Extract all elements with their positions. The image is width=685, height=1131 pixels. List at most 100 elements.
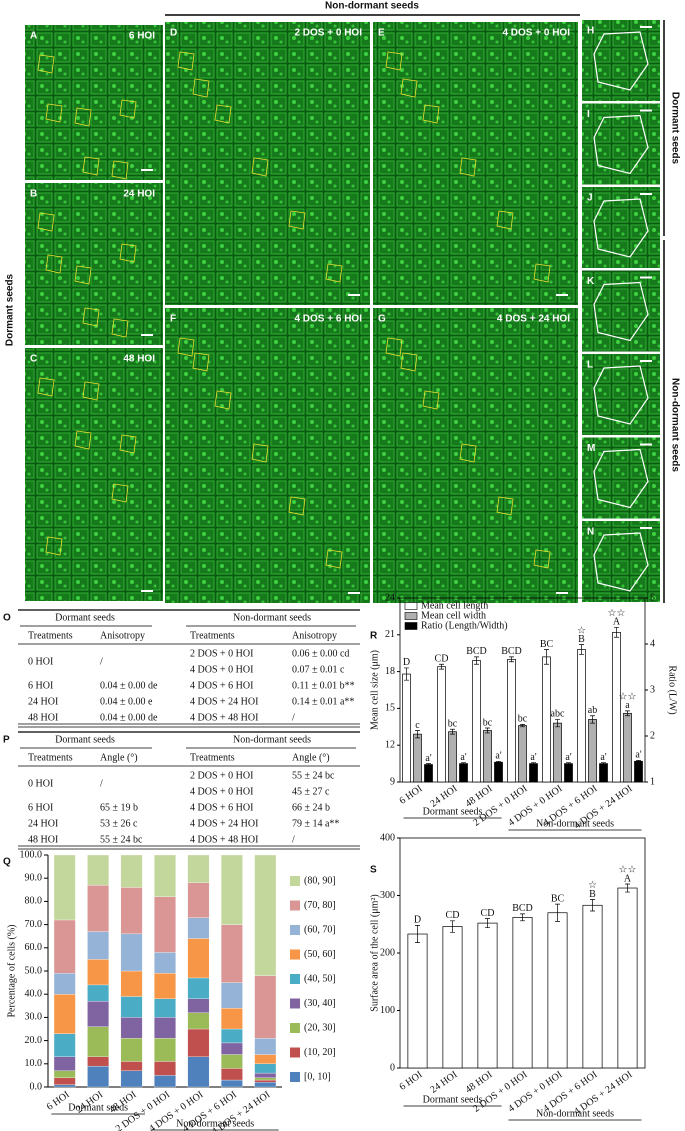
legend-swatch (290, 1047, 300, 1058)
cell-outline (251, 157, 269, 177)
error-bar (555, 719, 560, 728)
cell-outline (74, 430, 92, 450)
cell-outline (400, 78, 418, 98)
side-label: Dormant seeds (5, 273, 16, 346)
error-bar (461, 762, 466, 765)
table-cell: 4 DOS + 48 HOI (190, 712, 258, 723)
cell-outline (82, 307, 100, 327)
y-tick-label: 70.0 (25, 919, 43, 930)
y-tick-label: 40.0 (25, 988, 43, 999)
y-tick-label: 15 (385, 703, 395, 714)
bar-segment (87, 1065, 109, 1088)
bar-segment (87, 984, 109, 1002)
column-header: Treatments (190, 630, 235, 641)
bar-segment (154, 854, 176, 897)
bar (553, 722, 562, 783)
group-label: Non-dormant seeds (536, 1108, 614, 1119)
panel-letter: C (30, 354, 37, 365)
column-header: Angle (°) (292, 752, 330, 763)
bar-segment (87, 854, 109, 886)
bar-segment (120, 996, 143, 1018)
cell-outline (496, 496, 514, 516)
bar-segment (187, 998, 210, 1013)
panel-letter: F (170, 314, 176, 325)
y-tick-label: 10.0 (25, 1058, 43, 1069)
legend-swatch (290, 1072, 300, 1082)
bar-segment (187, 1028, 210, 1057)
panel-label: 4 DOS + 24 HOI (497, 314, 570, 325)
bar-segment (53, 994, 76, 1034)
significance-letter: D (403, 657, 410, 668)
micrograph (582, 354, 660, 435)
bar-segment (120, 970, 143, 997)
group-label: Non-dormant seeds (176, 1118, 254, 1129)
table-cell: 0.06 ± 0.00 cd (292, 648, 349, 659)
error-bar (485, 727, 490, 734)
bar-segment (53, 854, 76, 921)
y-tick-label: 20.0 (25, 1035, 43, 1046)
significance-star: ☆☆ (619, 691, 637, 702)
group-label: Dormant seeds (68, 1102, 128, 1113)
cell-outline (533, 549, 551, 569)
significance-letter: D (414, 915, 421, 926)
cell-outline (593, 281, 649, 342)
y-tick-label: 0.0 (30, 1081, 43, 1092)
bar-segment (120, 854, 143, 888)
table-cell: 4 DOS + 6 HOI (190, 802, 253, 813)
bar-segment (154, 1038, 176, 1062)
error-bar (555, 903, 560, 922)
cell-outline (533, 263, 551, 283)
bar-segment (187, 938, 210, 979)
cell-outline (111, 318, 129, 338)
significance-letter: bc (448, 719, 458, 730)
legend-label: Ratio (Length/Width) (421, 620, 508, 631)
legend-swatch (404, 602, 418, 610)
bar-segment (254, 1072, 277, 1078)
cell-outline (385, 51, 403, 71)
significance-letter: a' (460, 752, 466, 763)
bar (494, 761, 503, 783)
group-label: Dormant seeds (423, 1094, 483, 1105)
table-cell: 0 HOI (28, 656, 53, 667)
table-cell: 4 DOS + 6 HOI (190, 680, 253, 691)
significance-letter: BC (551, 893, 565, 904)
error-bar (636, 760, 641, 763)
significance-letter: CD (481, 908, 495, 919)
group-header: Non-dormant seeds (233, 612, 311, 623)
micrograph (582, 103, 660, 185)
y2-axis-label: Ratio (L/W) (667, 665, 678, 714)
y-tick-label: 200 (380, 947, 395, 958)
significance-letter: BCD (512, 903, 533, 914)
significance-letter: c (415, 720, 420, 731)
side-label: Non-dormant seeds (669, 378, 680, 472)
micrograph (25, 25, 163, 180)
cell-outline (37, 377, 55, 397)
significance-letter: a (625, 700, 630, 711)
bar-segment (53, 1070, 76, 1078)
cell-outline (37, 212, 55, 232)
column-header: Treatments (190, 752, 235, 763)
error-bar (404, 667, 409, 681)
legend-swatch (290, 974, 300, 984)
error-bar (415, 925, 420, 943)
cell-outline (288, 210, 306, 230)
bar-segment (154, 952, 176, 974)
y-tick-label: 9 (390, 776, 395, 787)
bar-segment (154, 896, 176, 953)
legend-swatch (404, 612, 418, 620)
bar (564, 763, 573, 783)
table-cell: 2 DOS + 0 HOI (190, 648, 253, 659)
legend-swatch (290, 998, 300, 1009)
cell-outline (288, 496, 306, 516)
bar-segment (154, 998, 176, 1018)
error-bar (485, 918, 490, 929)
table-cell: 65 ± 19 b (100, 802, 138, 813)
bar-segment (221, 1068, 243, 1081)
bar-segment (254, 1079, 277, 1083)
bar-segment (87, 1056, 109, 1067)
cell-outline (593, 448, 649, 509)
bar (472, 660, 481, 783)
cell-outline (192, 352, 210, 372)
cell-outline (119, 243, 137, 263)
bar-segment (120, 1017, 143, 1039)
